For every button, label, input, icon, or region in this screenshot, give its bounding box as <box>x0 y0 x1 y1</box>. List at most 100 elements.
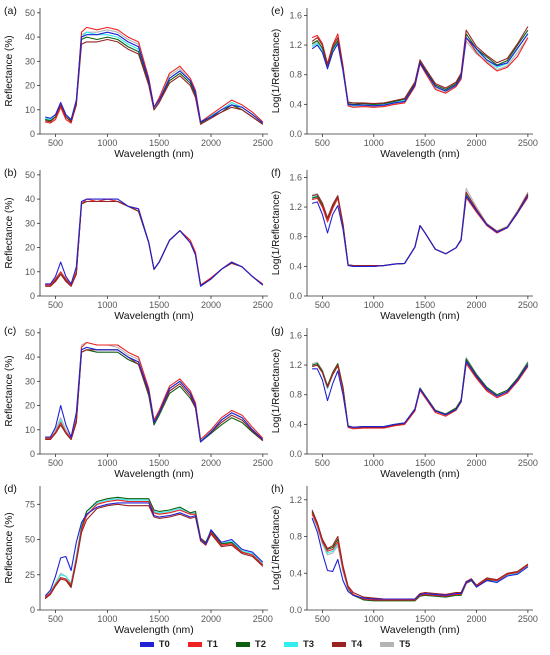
series-line-t0 <box>311 517 529 600</box>
x-tick-label: 1000 <box>97 458 117 468</box>
y-axis-title: Reflectance (%) <box>4 512 15 583</box>
y-axis-title: Log(1/Reflectance) <box>271 29 282 114</box>
y-axis-title: Reflectance (%) <box>4 197 15 268</box>
series-line-t0 <box>312 360 529 428</box>
y-tick-label: 0 <box>30 449 35 459</box>
series-line-t2 <box>311 29 529 105</box>
legend-swatch <box>284 641 298 647</box>
x-tick-label: 500 <box>48 138 63 148</box>
panel-f: 0.0 0.4 0.8 1.2 1.6 500 1000 1500 2000 2500 Wavele… <box>271 167 538 322</box>
y-tick-label: 0.8 <box>289 390 302 400</box>
x-axis-title: Wavelength (nm) <box>114 468 194 480</box>
panel-label: (d) <box>4 483 17 495</box>
y-tick-label: 30 <box>25 218 35 228</box>
x-tick-label: 1500 <box>415 614 435 624</box>
y-tick-label: 1.6 <box>289 172 302 182</box>
y-tick-label: 1.6 <box>289 330 302 340</box>
y-tick-label: 1.2 <box>289 40 302 50</box>
series-line-t4 <box>45 349 264 443</box>
legend-item-t3: T3 <box>284 639 314 650</box>
panel-a: 0 10 20 30 40 50 500 1000 1500 2000 2500 Wavelength… <box>4 5 273 160</box>
x-tick-label: 500 <box>315 614 330 624</box>
panel-label: (a) <box>4 5 17 17</box>
x-tick-label: 1000 <box>364 614 384 624</box>
series-line-t5 <box>311 357 529 429</box>
y-tick-label: 20 <box>25 243 35 253</box>
panel-label: (g) <box>271 325 284 337</box>
series-line-t4 <box>311 191 529 267</box>
series-line-t0 <box>45 31 264 124</box>
x-axis-title: Wavelength (nm) <box>114 310 194 322</box>
x-tick-label: 500 <box>48 614 63 624</box>
panel-label: (h) <box>271 483 284 495</box>
series-line-t4 <box>44 503 264 600</box>
y-tick-label: 20 <box>25 81 35 91</box>
x-axis-title: Wavelength (nm) <box>380 468 460 480</box>
panel-label: (e) <box>271 5 284 17</box>
panel-e: 0.0 0.4 0.8 1.2 1.6 500 1000 1500 2000 2500 Wavele… <box>271 5 538 160</box>
panel-h: 0.0 0.4 0.8 1.2 500 1000 1500 2000 2500 Wavelengt… <box>271 483 538 635</box>
x-tick-label: 2000 <box>466 458 486 468</box>
x-tick-label: 1000 <box>364 458 384 468</box>
x-tick-label: 1000 <box>97 138 117 148</box>
x-tick-label: 2000 <box>466 300 486 310</box>
x-tick-label: 2500 <box>518 458 538 468</box>
x-tick-label: 1000 <box>364 300 384 310</box>
legend-label: T5 <box>399 638 411 650</box>
legend-item-t1: T1 <box>187 639 218 650</box>
panel-label: (f) <box>271 167 281 179</box>
legend-swatch <box>235 641 250 647</box>
y-tick-label: 30 <box>25 56 35 66</box>
series-line-t2 <box>44 496 264 599</box>
y-tick-label: 0.4 <box>289 419 302 429</box>
legend-swatch <box>139 641 154 647</box>
series-line-t0 <box>311 195 529 267</box>
panel-g: 0.0 0.4 0.8 1.2 1.6 500 1000 1500 2000 2500 Wavele… <box>271 325 538 480</box>
y-tick-label: 40 <box>25 352 35 362</box>
series-line-t1 <box>311 513 529 601</box>
x-tick-label: 1500 <box>415 458 435 468</box>
y-tick-label: 0 <box>30 129 35 139</box>
y-tick-label: 25 <box>25 570 35 580</box>
y-tick-label: 50 <box>25 535 35 545</box>
y-tick-label: 0.4 <box>289 261 302 271</box>
x-axis-title: Wavelength (nm) <box>380 148 460 160</box>
legend-item-t4: T4 <box>332 639 362 650</box>
y-tick-label: 0 <box>30 291 35 301</box>
x-tick-label: 1000 <box>97 300 117 310</box>
y-tick-label: 10 <box>25 425 35 435</box>
y-tick-label: 40 <box>25 32 35 42</box>
x-tick-label: 2500 <box>518 614 538 624</box>
x-axis-title: Wavelength (nm) <box>380 624 460 635</box>
series-line-t4 <box>45 38 264 125</box>
x-tick-label: 2000 <box>466 138 486 148</box>
x-axis-title: Wavelength (nm) <box>114 624 194 635</box>
x-tick-label: 1500 <box>415 300 435 310</box>
x-tick-label: 2500 <box>518 138 538 148</box>
x-tick-label: 500 <box>48 458 63 468</box>
y-tick-label: 1.2 <box>289 360 302 370</box>
legend-label: T3 <box>303 638 315 650</box>
y-tick-label: 1.2 <box>289 495 302 505</box>
legend-item-t0: T0 <box>139 638 170 650</box>
x-tick-label: 500 <box>48 300 63 310</box>
legend-label: T2 <box>254 638 266 650</box>
series-line-t1 <box>44 499 264 598</box>
panel-b: 0 10 20 30 40 50 500 1000 1500 2000 2500 Wavelength… <box>4 167 273 322</box>
y-tick-label: 10 <box>25 267 35 277</box>
x-tick-label: 2500 <box>253 458 273 468</box>
y-axis-title: Log(1/Reflectance) <box>271 191 282 276</box>
y-tick-label: 0 <box>30 605 35 615</box>
legend: T0 T1 T2 T3 T4 T5 <box>0 636 550 652</box>
series-line-t0 <box>44 502 264 597</box>
legend-label: T0 <box>158 638 170 650</box>
y-tick-label: 50 <box>25 8 35 18</box>
series-line-t5 <box>311 514 529 601</box>
y-tick-label: 1.6 <box>289 10 302 20</box>
legend-item-t5: T5 <box>380 639 410 650</box>
y-tick-label: 0.0 <box>289 449 302 459</box>
legend-item-t2: T2 <box>235 638 266 650</box>
x-tick-label: 2500 <box>253 300 273 310</box>
y-tick-label: 30 <box>25 376 35 386</box>
